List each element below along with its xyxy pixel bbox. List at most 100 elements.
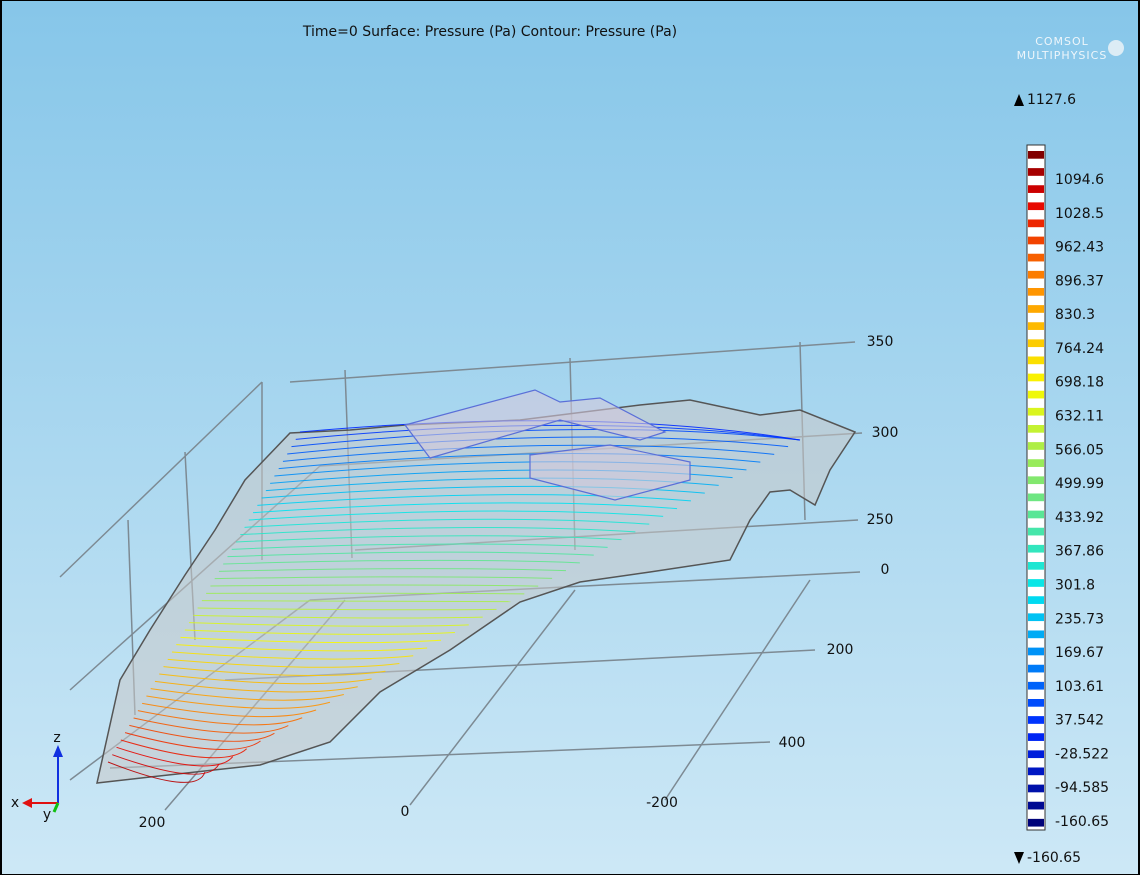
contour-line [206, 592, 525, 595]
contour-line [235, 535, 622, 543]
contour-line [150, 688, 344, 701]
contour-line [154, 680, 358, 693]
colorbar-band [1028, 150, 1044, 159]
colorbar-band [1028, 339, 1044, 348]
colorbar-band [1028, 322, 1044, 330]
colorbar-label: -160.65 [1055, 814, 1109, 830]
colorbar-label: 566.05 [1055, 442, 1104, 458]
colorbar-band [1028, 579, 1044, 587]
colorbar-band [1028, 681, 1044, 690]
axis-triad: z x y [11, 730, 63, 823]
colorbar-band [1028, 544, 1044, 553]
colorbar-label: 37.542 [1055, 713, 1104, 729]
colorbar-label: 962.43 [1055, 240, 1104, 256]
colorbar-max: 1127.6 [1027, 92, 1076, 108]
contour-line [218, 568, 566, 572]
logo-icon [1108, 40, 1124, 56]
colorbar-band [1028, 356, 1044, 365]
max-marker [1014, 94, 1024, 106]
colorbar-band [1028, 801, 1044, 810]
z-axis-label: 350 [867, 334, 894, 350]
colorbar-label: 632.11 [1055, 409, 1104, 425]
colorbar-band [1028, 613, 1044, 622]
triad-label: x [11, 795, 19, 811]
x-axis-label: 0 [401, 804, 410, 820]
colorbar-label: 235.73 [1055, 611, 1104, 627]
colorbar-min: -160.65 [1027, 850, 1081, 866]
y-axis-label: 0 [881, 562, 890, 578]
contour-line [137, 710, 303, 726]
colorbar-band [1028, 168, 1044, 176]
colorbar-label: 169.67 [1055, 645, 1104, 661]
contour-line [171, 651, 414, 660]
contour-line [291, 428, 801, 448]
colorbar-label: 1028.5 [1055, 206, 1104, 222]
contour-line [184, 629, 455, 635]
colorbar-label: 301.8 [1055, 577, 1095, 593]
colorbar-label: 896.37 [1055, 273, 1104, 289]
colorbar-label: 698.18 [1055, 375, 1104, 391]
z-axis-label: 250 [867, 512, 894, 528]
axis-labels: 350 300 250 0 200 400 200 0 -200 [139, 334, 899, 831]
colorbar-band [1028, 561, 1044, 570]
colorbar-band [1028, 596, 1044, 604]
contour-group [107, 420, 801, 783]
colorbar-band [1028, 253, 1044, 262]
colorbar-band [1028, 407, 1044, 416]
contour-line [287, 436, 789, 455]
colorbar-band [1028, 236, 1044, 245]
contour-line [197, 607, 497, 611]
colorbar-band [1028, 784, 1044, 793]
contour-line [142, 702, 317, 718]
contour-line [116, 746, 234, 767]
contour-line [214, 576, 553, 580]
colorbar-band [1028, 270, 1044, 279]
colorbar-band [1028, 390, 1044, 399]
colorbar-label: 1094.6 [1055, 172, 1104, 188]
colorbar-band [1028, 767, 1044, 776]
colorbar-label: 764.24 [1055, 341, 1104, 357]
contour-line [295, 424, 801, 441]
contour-line [244, 518, 650, 528]
z-axis-label: 300 [872, 425, 899, 441]
colorbar-band [1028, 510, 1044, 519]
contour-line [146, 695, 331, 709]
colorbar: 1094.6 1028.5 962.43 896.37 830.3 764.24 698.1… [1026, 144, 1109, 831]
colorbar-band [1028, 527, 1044, 536]
triad-label: z [53, 730, 60, 746]
contour-line [176, 644, 428, 652]
y-axis-label: 200 [827, 642, 854, 658]
colorbar-band [1028, 664, 1044, 673]
triad-label: y [43, 807, 51, 823]
contour-line [227, 551, 594, 558]
contour-line [124, 732, 261, 751]
colorbar-label: -94.585 [1055, 780, 1109, 796]
contour-line [167, 658, 400, 668]
contour-line [253, 502, 678, 514]
x-axis-label: 200 [139, 815, 166, 831]
colorbar-band [1028, 716, 1044, 724]
colorbar-label: 830.3 [1055, 307, 1095, 323]
contour-line [223, 559, 580, 565]
contour-line [180, 636, 442, 644]
colorbar-band [1028, 305, 1044, 313]
contour-line [248, 510, 664, 521]
colorbar-band [1028, 219, 1044, 228]
colorbar-band [1028, 698, 1044, 707]
colorbar-band [1028, 493, 1044, 502]
contour-line [129, 724, 275, 742]
contour-line [231, 543, 608, 550]
colorbar-label: 433.92 [1055, 510, 1104, 526]
colorbar-band [1028, 459, 1044, 467]
colorbar-label: 367.86 [1055, 544, 1104, 560]
contour-line [257, 494, 691, 506]
colorbar-band [1028, 442, 1044, 450]
contour-line [120, 739, 247, 759]
contour-line [189, 622, 469, 627]
logo-line: MULTIPHYSICS [1017, 49, 1108, 62]
contour-line [193, 614, 483, 619]
colorbar-frame [1026, 144, 1046, 831]
buildings [403, 389, 691, 501]
colorbar-band [1028, 373, 1044, 382]
